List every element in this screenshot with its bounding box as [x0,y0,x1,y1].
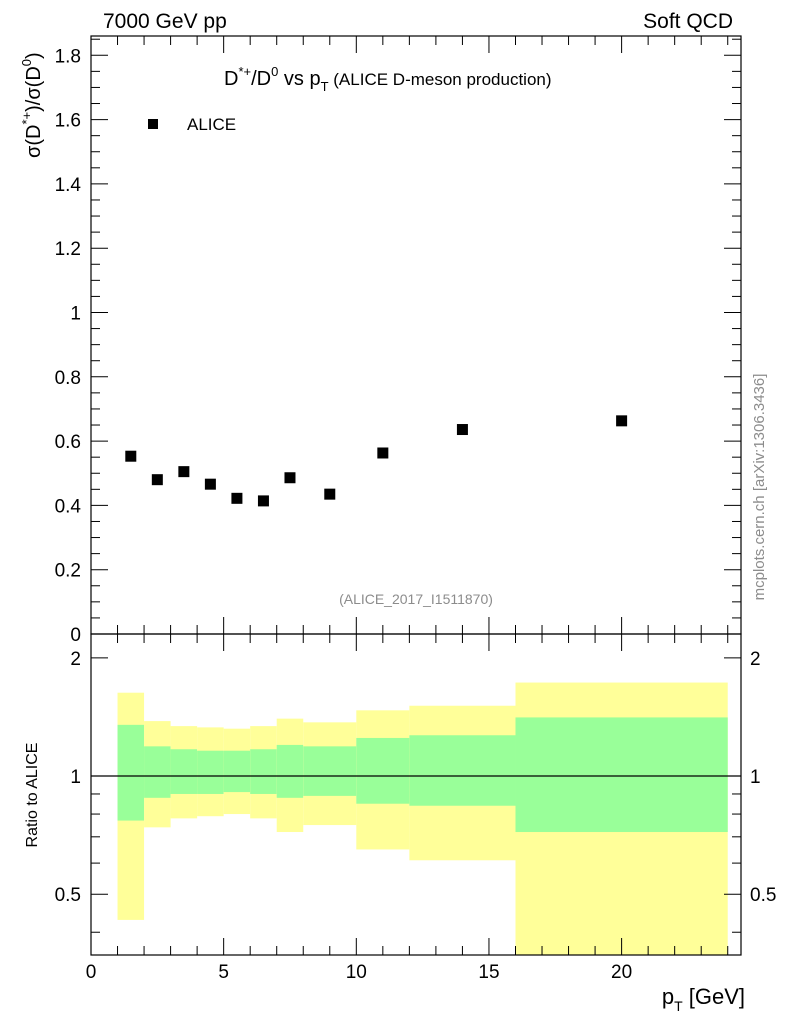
main-chart-title: D*+/D0 vs pT (ALICE D-meson production) [224,64,552,94]
data-point-alice [616,415,628,427]
data-point-alice [257,495,269,507]
x-tick-label: 0 [86,962,97,983]
main-y-tick-label: 1 [70,303,81,324]
ratio-panel-frame [90,633,742,956]
legend-label-alice: ALICE [187,115,236,134]
x-tick-label: 10 [346,962,367,983]
data-point-alice [284,472,296,484]
ratio-inner-band-bin [170,749,198,794]
main-y-axis-label: σ(D*+)/σ(D0) [19,52,45,158]
main-y-tick-label: 1.6 [55,111,81,132]
data-point-alice [204,478,216,490]
axis-tick-labels: 0 0.2 0.4 0.6 0.8 1 1.2 1.4 1.6 1.8 0 5 10 15 20 0.5 0.5… [55,46,777,983]
main-y-tick-label: 1.8 [55,46,81,67]
data-point-alice [178,466,190,478]
ratio-inner-band-bin [409,735,516,806]
main-y-tick-label: 0 [70,625,81,646]
ratio-y-axis-label: Ratio to ALICE [24,743,41,848]
data-point-alice [377,447,389,459]
ratio-y-tick-label-left: 1 [70,767,81,788]
main-y-tick-label: 0.8 [55,368,81,389]
ratio-bands [117,682,728,955]
main-y-tick-label: 1.4 [55,175,82,196]
ratio-y-tick-label-right: 1 [750,767,761,788]
ratio-y-tick-label-right: 2 [750,649,761,670]
panel-frames [90,35,742,956]
ratio-inner-band-bin [223,750,251,793]
x-tick-label: 5 [218,962,229,983]
data-point-alice [231,492,243,504]
ratio-y-tick-label-right: 0.5 [750,885,776,906]
main-y-tick-label: 0.2 [55,561,81,582]
ratio-inner-band-bin [303,746,357,796]
x-axis-label: pT [GeV] [662,984,745,1014]
analysis-watermark: (ALICE_2017_I1511870) [339,591,493,607]
ratio-inner-band-bin [250,749,277,794]
ratio-y-tick-label-left: 0.5 [55,885,81,906]
data-point-alice [324,488,336,500]
ratio-inner-band-bin [197,750,224,794]
main-y-tick-label: 0.6 [55,432,81,453]
main-data-points [125,415,628,507]
x-tick-label: 20 [611,962,632,983]
ratio-inner-band-bin [515,717,728,833]
side-citation-label: mcplots.cern.ch [arXiv:1306.3436] [751,374,768,601]
data-point-alice [125,450,137,462]
ratio-inner-band-bin [144,746,171,798]
ratio-inner-band-bin [356,737,410,804]
main-y-tick-label: 0.4 [55,496,82,517]
legend-marker-alice [148,119,158,129]
ratio-inner-band-bin [276,744,304,798]
x-tick-label: 15 [478,962,499,983]
ratio-y-tick-label-left: 2 [70,649,81,670]
header-category-label: Soft QCD [643,10,733,33]
data-point-alice [456,424,468,436]
data-point-alice [151,474,163,486]
main-y-tick-label: 1.2 [55,239,81,260]
ratio-inner-band-bin [117,724,145,821]
axis-ticks [90,36,741,955]
header-energy-label: 7000 GeV pp [103,10,227,33]
